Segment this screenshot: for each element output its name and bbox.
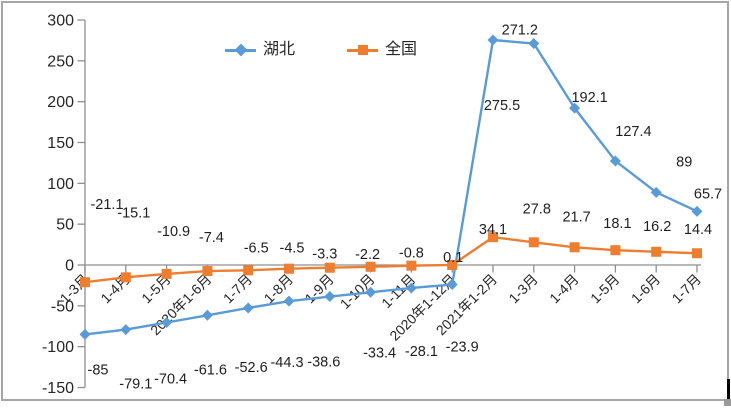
hubei-marker bbox=[242, 302, 254, 314]
hubei-value-label: -33.4 bbox=[363, 345, 396, 361]
national-legend-swatch bbox=[347, 40, 378, 60]
national-value-label: 34.1 bbox=[479, 222, 507, 238]
corner-handle bbox=[724, 399, 731, 406]
y-axis-tick-label: 150 bbox=[47, 135, 74, 152]
x-axis-label: 1-3月 bbox=[505, 271, 541, 307]
national-value-label: -10.9 bbox=[157, 224, 190, 240]
national-value-label: 27.8 bbox=[523, 201, 551, 217]
hubei-marker bbox=[365, 286, 377, 298]
national-value-label: -7.4 bbox=[199, 230, 224, 246]
x-axis-label: 1-7月 bbox=[669, 271, 705, 307]
hubei-marker bbox=[161, 316, 173, 328]
hubei-value-label: -44.3 bbox=[270, 355, 303, 371]
national-value-label: 16.2 bbox=[643, 219, 671, 235]
national-value-label: -21.1 bbox=[90, 197, 123, 213]
national-value-label: -15.1 bbox=[117, 205, 150, 221]
national-value-label: 0.1 bbox=[443, 250, 463, 266]
hubei-value-label: 271.2 bbox=[502, 23, 538, 39]
hubei-value-label: -52.6 bbox=[235, 360, 268, 376]
national-value-label: -3.3 bbox=[312, 247, 337, 263]
hubei-marker bbox=[324, 291, 336, 303]
national-marker bbox=[406, 260, 417, 271]
x-axis-label: 1-9月 bbox=[301, 271, 337, 307]
diamond-marker-icon bbox=[234, 43, 247, 57]
hubei-value-label: 65.7 bbox=[694, 186, 722, 202]
national-marker bbox=[243, 265, 254, 276]
hubei-marker bbox=[691, 205, 703, 217]
y-axis-tick-label: -50 bbox=[51, 298, 74, 315]
national-marker bbox=[651, 246, 662, 257]
national-marker bbox=[528, 237, 539, 248]
national-marker bbox=[447, 259, 458, 270]
hubei-marker bbox=[569, 102, 581, 114]
national-marker bbox=[161, 268, 172, 279]
hubei-legend-swatch bbox=[225, 40, 256, 60]
y-axis-tick-label: 300 bbox=[47, 12, 74, 29]
national-value-label: 14.4 bbox=[684, 222, 712, 238]
national-marker bbox=[610, 245, 621, 256]
national-value-label: -4.5 bbox=[280, 241, 305, 257]
national-marker bbox=[120, 272, 131, 283]
x-axis-label: 1-6月 bbox=[628, 271, 664, 307]
national-value-label: -0.8 bbox=[399, 246, 424, 262]
hubei-value-label: -23.9 bbox=[446, 340, 479, 356]
y-axis-tick-label: 250 bbox=[47, 53, 74, 70]
national-marker bbox=[324, 262, 335, 273]
hubei-marker bbox=[446, 279, 458, 291]
y-axis-tick-label: 0 bbox=[65, 258, 74, 275]
hubei-value-label: 275.5 bbox=[484, 98, 520, 114]
x-axis-label: 1-5月 bbox=[587, 271, 623, 307]
hubei-value-label: -85 bbox=[88, 362, 109, 378]
national-marker bbox=[202, 266, 213, 277]
hubei-marker bbox=[528, 38, 540, 50]
hubei-marker bbox=[405, 282, 417, 294]
hubei-value-label: -79.1 bbox=[119, 377, 152, 393]
national-marker bbox=[569, 242, 580, 253]
national-marker bbox=[284, 263, 294, 274]
legend-item-hubei[interactable]: 湖北 bbox=[225, 40, 295, 60]
national-value-label: -6.5 bbox=[244, 240, 269, 256]
hubei-value-label: 192.1 bbox=[571, 90, 607, 106]
national-marker bbox=[365, 261, 376, 272]
hubei-value-label: 127.4 bbox=[615, 124, 651, 140]
national-marker bbox=[692, 248, 702, 259]
national-value-label: 18.1 bbox=[603, 216, 631, 232]
hubei-value-label: -38.6 bbox=[307, 355, 340, 371]
legend-label-national: 全国 bbox=[385, 41, 418, 58]
national-marker bbox=[488, 232, 498, 243]
x-axis-label: 1-7月 bbox=[220, 271, 256, 307]
y-axis-tick-label: 100 bbox=[47, 176, 74, 193]
hubei-value-label: -28.1 bbox=[405, 344, 438, 360]
legend-item-national[interactable]: 全国 bbox=[347, 40, 417, 60]
hubei-marker bbox=[79, 328, 91, 340]
square-marker-icon bbox=[357, 45, 368, 55]
y-axis-tick-label: -100 bbox=[42, 339, 74, 356]
hubei-value-label: -61.6 bbox=[194, 362, 227, 378]
legend-label-hubei: 湖北 bbox=[263, 41, 296, 58]
hubei-marker bbox=[487, 34, 499, 46]
national-value-label: 21.7 bbox=[562, 209, 590, 225]
text-cursor-artifact bbox=[727, 379, 730, 400]
hubei-marker bbox=[650, 186, 662, 198]
hubei-marker bbox=[609, 155, 621, 167]
hubei-marker bbox=[201, 309, 213, 321]
hubei-value-label: 89 bbox=[676, 154, 692, 170]
y-axis-tick-label: 50 bbox=[56, 217, 74, 234]
hubei-marker bbox=[283, 295, 295, 307]
hubei-value-label: -70.4 bbox=[154, 371, 187, 387]
y-axis-tick-label: 200 bbox=[47, 94, 74, 111]
national-series-line bbox=[83, 235, 699, 284]
national-value-label: -2.2 bbox=[355, 247, 380, 263]
hubei-marker bbox=[120, 324, 132, 336]
y-axis-tick-label: -150 bbox=[42, 380, 74, 397]
hubei-series-line bbox=[83, 38, 699, 336]
x-axis-label: 1-4月 bbox=[546, 271, 582, 307]
national-marker bbox=[80, 277, 90, 288]
